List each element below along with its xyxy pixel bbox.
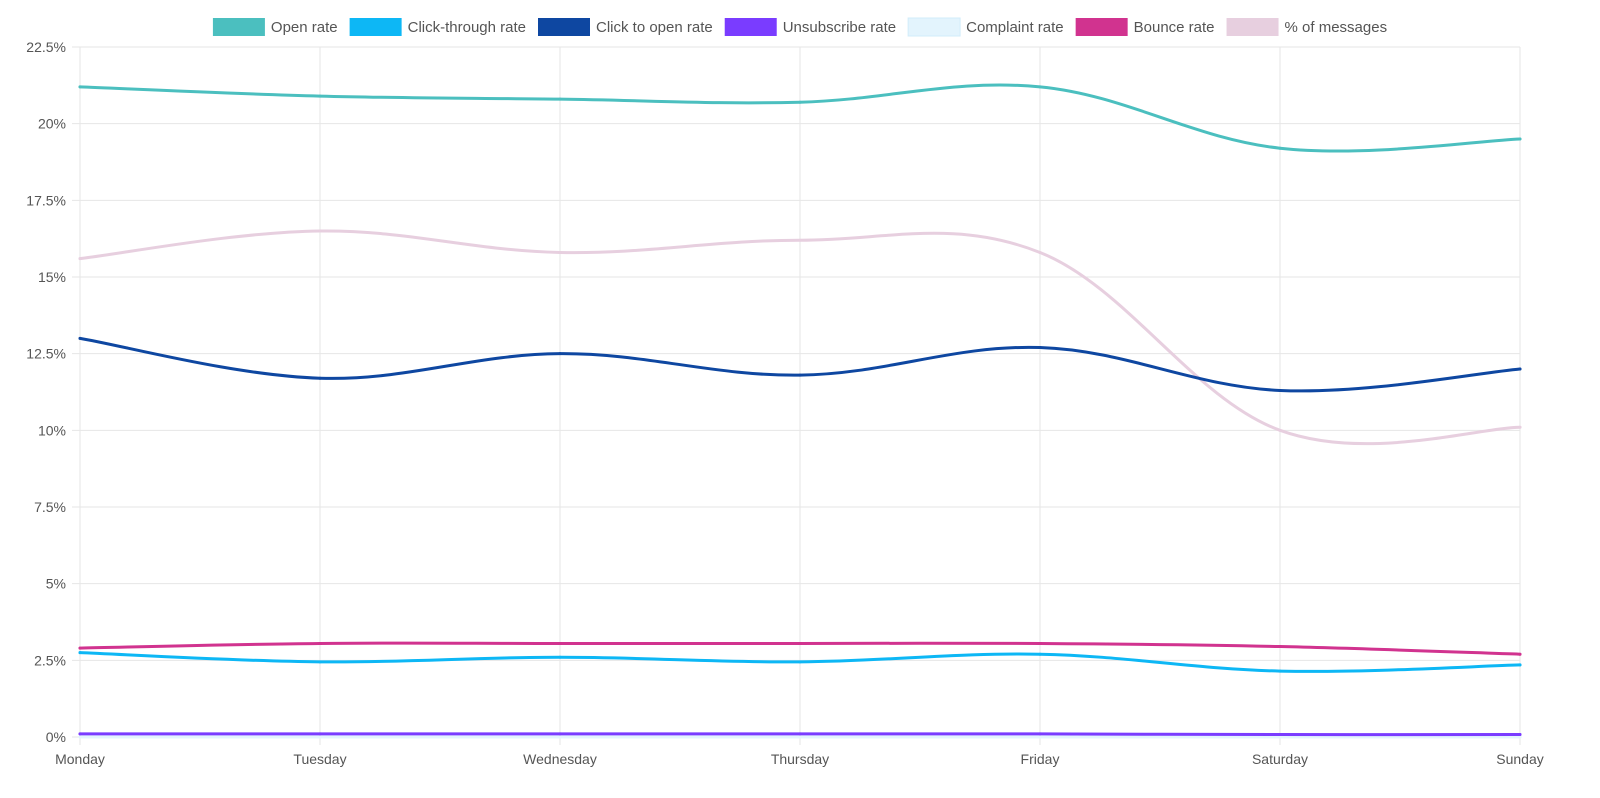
data-point-unsubscribe-rate [1518, 733, 1522, 737]
data-point-complaint-rate [1518, 735, 1522, 739]
legend-label: Click to open rate [596, 19, 713, 36]
legend-label: % of messages [1285, 19, 1388, 36]
data-point-click-to-open-rate [78, 336, 82, 340]
data-point-open-rate [798, 100, 802, 104]
legend-swatch [212, 18, 265, 36]
x-tick-label: Thursday [771, 751, 829, 767]
data-point-of-messages [318, 229, 322, 233]
legend-label: Complaint rate [966, 19, 1064, 36]
legend-item-bounce-rate[interactable]: Bounce rate [1075, 18, 1215, 36]
y-axis: 0% 2.5% 5% 7.5% 10% 12.5% 15% 17.5% 20% 22.5% [26, 39, 66, 745]
x-tick-label: Friday [1021, 751, 1060, 767]
data-point-bounce-rate [318, 641, 322, 645]
data-point-unsubscribe-rate [558, 732, 562, 736]
data-point-of-messages [78, 257, 82, 261]
y-tick-label: 17.5% [26, 192, 66, 208]
data-point-bounce-rate [558, 641, 562, 645]
data-point-click-through-rate [78, 651, 82, 655]
data-point-click-through-rate [558, 655, 562, 659]
y-tick-label: 12.5% [26, 346, 66, 362]
data-point-complaint-rate [78, 735, 82, 739]
legend-item-unsubscribe-rate[interactable]: Unsubscribe rate [724, 18, 896, 36]
data-point-click-through-rate [318, 660, 322, 664]
data-point-complaint-rate [1278, 735, 1282, 739]
data-point-unsubscribe-rate [1038, 732, 1042, 736]
data-point-open-rate [558, 97, 562, 101]
y-tick-label: 20% [38, 116, 66, 132]
data-point-bounce-rate [798, 641, 802, 645]
data-point-complaint-rate [558, 735, 562, 739]
data-point-open-rate [78, 85, 82, 89]
y-tick-label: 5% [46, 576, 66, 592]
data-point-unsubscribe-rate [798, 732, 802, 736]
data-point-bounce-rate [78, 646, 82, 650]
legend-item-click-through-rate[interactable]: Click-through rate [349, 18, 526, 36]
legend: Open rate Click-through rate Click to open… [212, 17, 1388, 37]
series-lines [78, 83, 1522, 739]
x-tick-label: Sunday [1496, 751, 1543, 767]
data-point-unsubscribe-rate [1278, 733, 1282, 737]
x-tick-label: Monday [55, 751, 105, 767]
legend-item-open-rate[interactable]: Open rate [212, 18, 338, 36]
y-tick-label: 0% [46, 729, 66, 745]
y-tick-label: 15% [38, 269, 66, 285]
data-point-unsubscribe-rate [318, 732, 322, 736]
data-point-open-rate [318, 94, 322, 98]
data-point-bounce-rate [1038, 641, 1042, 645]
x-tick-label: Tuesday [293, 751, 346, 767]
data-point-click-to-open-rate [1278, 388, 1282, 392]
legend-swatch [724, 18, 777, 36]
y-tick-label: 7.5% [34, 499, 66, 515]
legend-label: Click-through rate [408, 19, 526, 36]
data-point-of-messages [1278, 428, 1282, 432]
legend-item-click-to-open-rate[interactable]: Click to open rate [537, 18, 713, 36]
y-tick-label: 22.5% [26, 39, 66, 55]
data-point-click-to-open-rate [1038, 346, 1042, 350]
data-point-click-through-rate [1278, 669, 1282, 673]
data-point-of-messages [798, 238, 802, 242]
y-tick-label: 10% [38, 422, 66, 438]
x-tick-label: Wednesday [523, 751, 597, 767]
data-point-unsubscribe-rate [78, 732, 82, 736]
legend-swatch [349, 18, 402, 36]
data-point-click-to-open-rate [318, 376, 322, 380]
y-tick-label: 2.5% [34, 652, 66, 668]
data-point-click-through-rate [1038, 652, 1042, 656]
data-point-click-through-rate [1518, 663, 1522, 667]
data-point-click-to-open-rate [1518, 367, 1522, 371]
data-point-click-to-open-rate [558, 352, 562, 356]
data-point-of-messages [1038, 250, 1042, 254]
data-point-open-rate [1038, 85, 1042, 89]
legend-label: Unsubscribe rate [783, 19, 896, 36]
data-point-of-messages [558, 250, 562, 254]
data-point-complaint-rate [798, 735, 802, 739]
legend-swatch [537, 18, 590, 36]
legend-label: Bounce rate [1134, 19, 1215, 36]
data-point-open-rate [1278, 146, 1282, 150]
x-tick-label: Saturday [1252, 751, 1308, 767]
x-axis: Monday Tuesday Wednesday Thursday Friday Satu… [55, 751, 1544, 767]
data-point-bounce-rate [1278, 645, 1282, 649]
data-point-of-messages [1518, 425, 1522, 429]
legend-swatch [1075, 18, 1128, 36]
data-point-click-through-rate [798, 660, 802, 664]
grid-lines [72, 46, 1521, 745]
data-point-click-to-open-rate [798, 373, 802, 377]
data-point-complaint-rate [1038, 735, 1042, 739]
legend-item-of-messages[interactable]: % of messages [1226, 18, 1388, 36]
data-point-bounce-rate [1518, 652, 1522, 656]
legend-swatch [1226, 18, 1279, 36]
data-point-open-rate [1518, 137, 1522, 141]
data-point-complaint-rate [318, 735, 322, 739]
legend-label: Open rate [271, 19, 338, 36]
legend-item-complaint-rate[interactable]: Complaint rate [907, 17, 1064, 37]
legend-swatch [907, 17, 961, 37]
